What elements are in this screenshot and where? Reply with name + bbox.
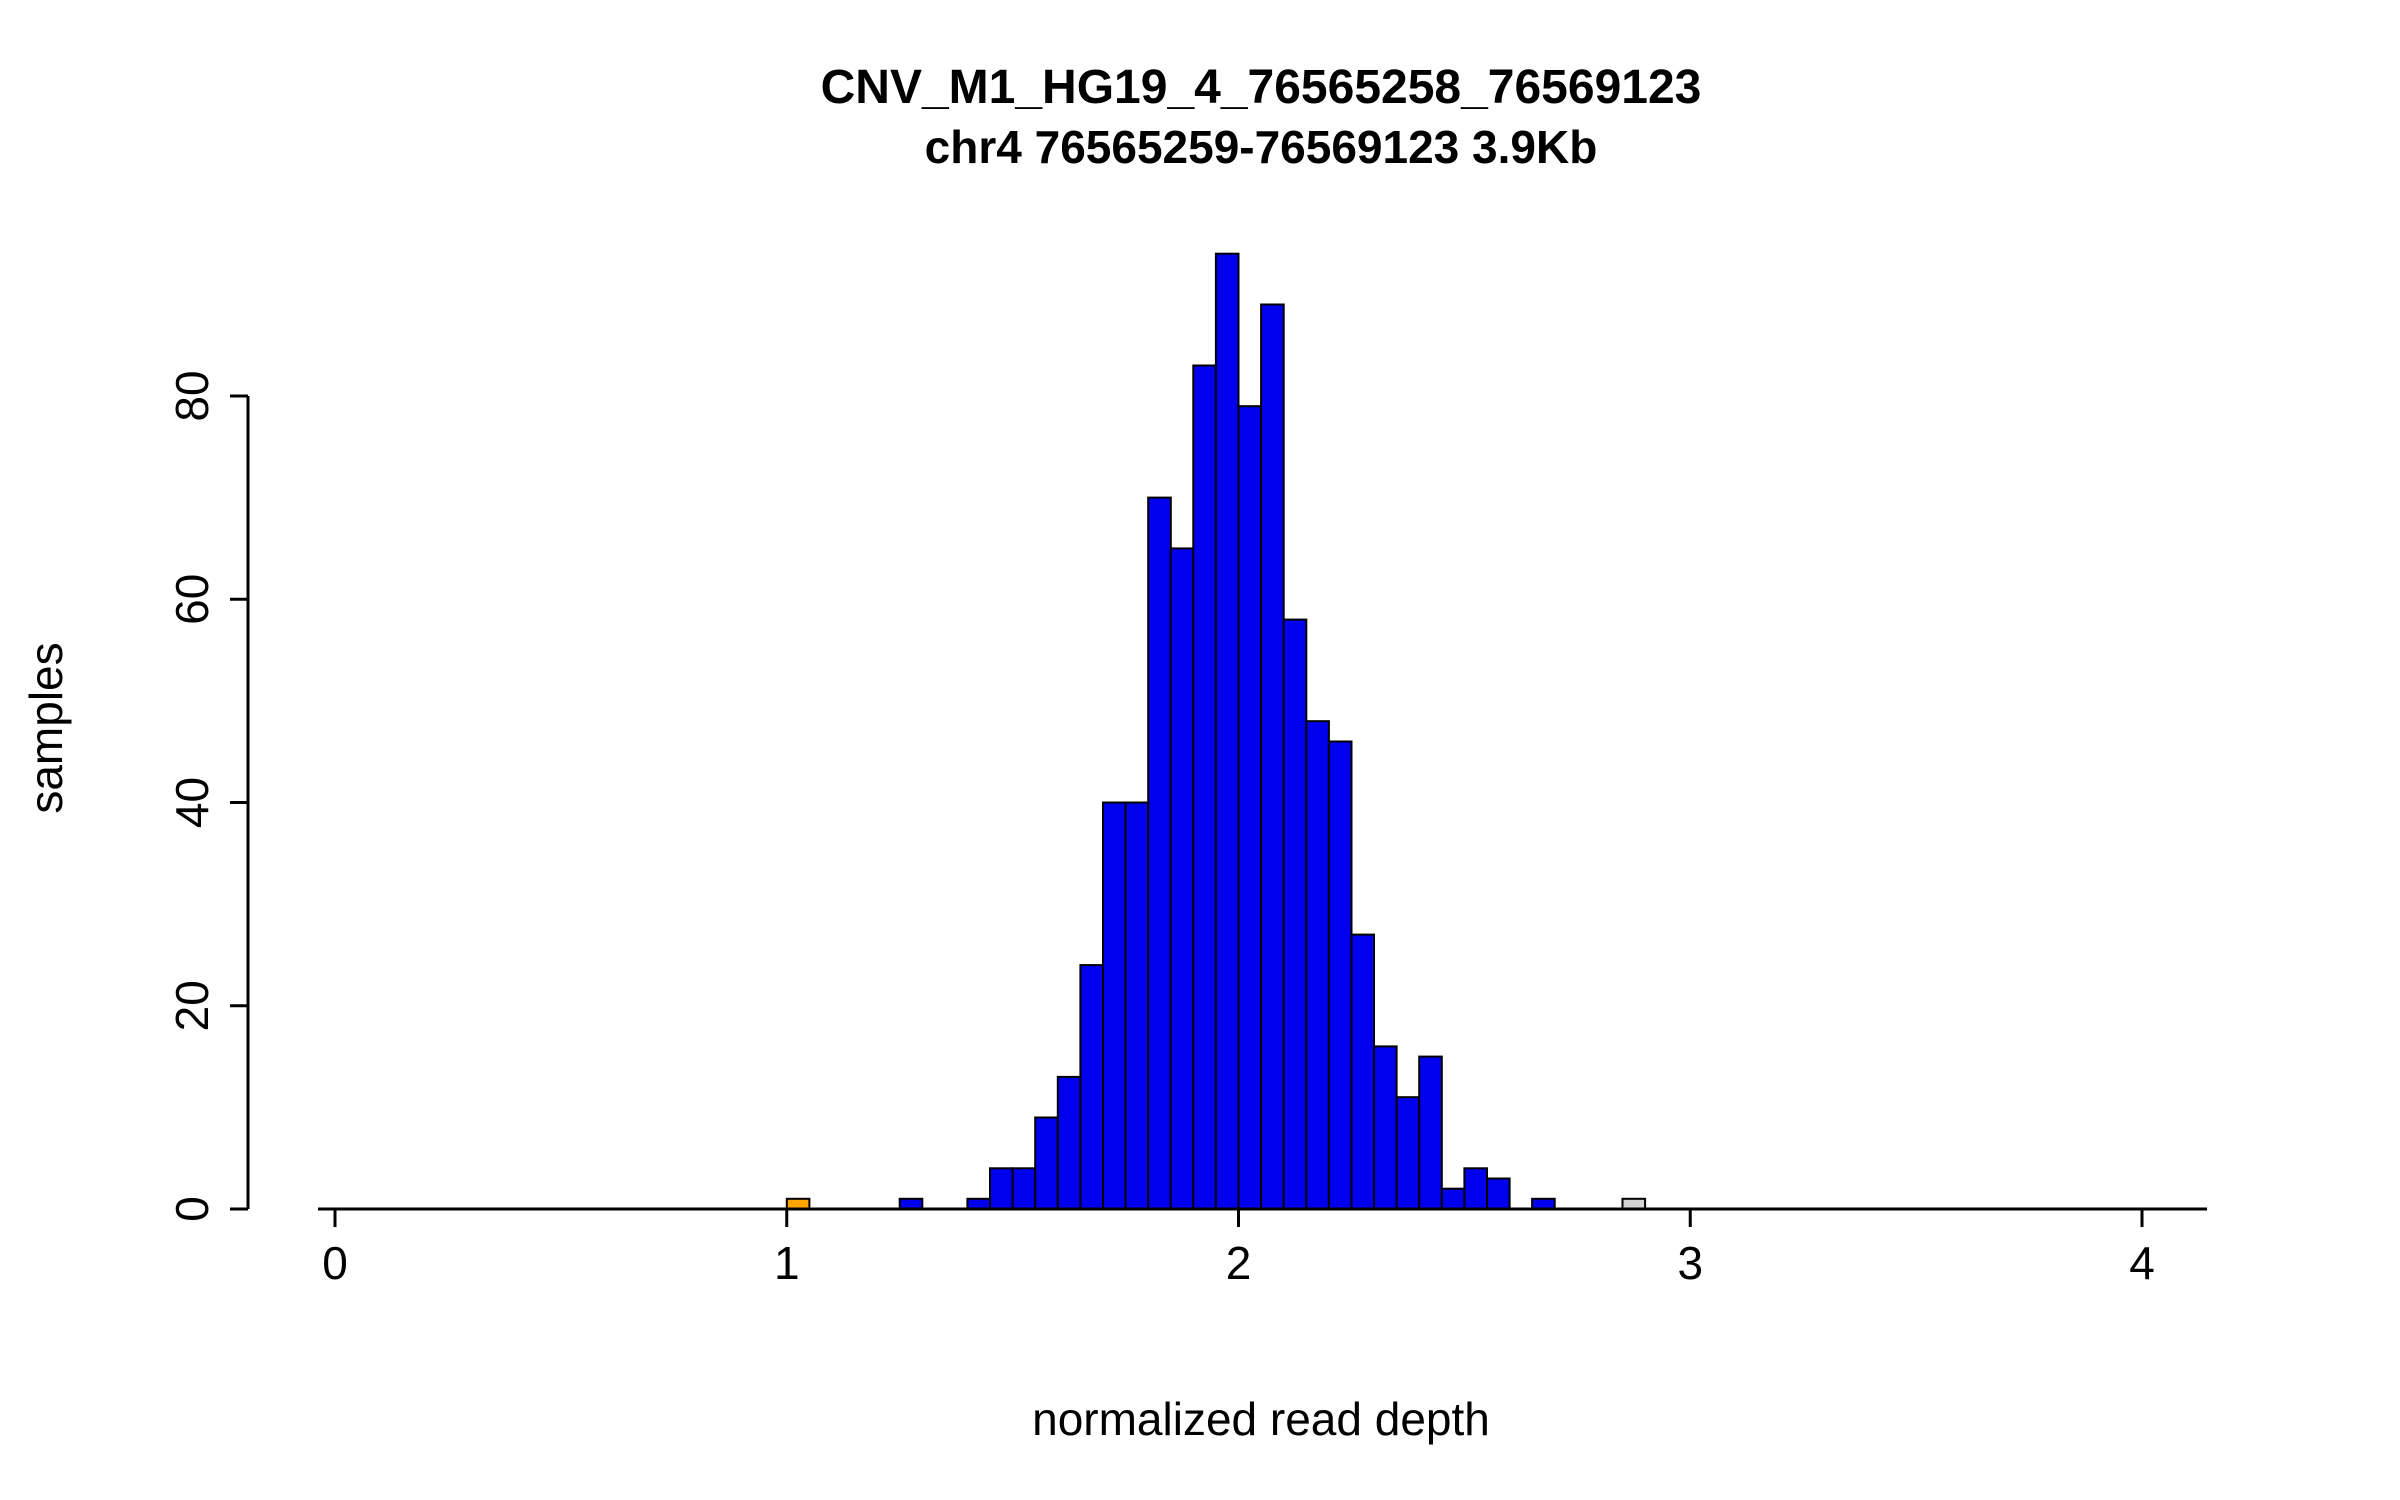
histogram-bar — [1486, 1177, 1511, 1210]
histogram-bar — [1056, 1075, 1082, 1211]
histogram-bar — [1192, 364, 1217, 1210]
histogram-bar — [1034, 1116, 1059, 1210]
histogram-bar — [1463, 1167, 1489, 1210]
x-tick-label: 3 — [1677, 1237, 1703, 1289]
histogram-bar — [1621, 1197, 1647, 1211]
histogram-bar — [966, 1197, 992, 1211]
histogram-bar — [1282, 618, 1308, 1210]
x-tick-label: 0 — [322, 1237, 348, 1289]
y-axis-label: samples — [20, 642, 72, 814]
chart-subtitle: chr4 76565259-76569123 3.9Kb — [924, 121, 1598, 173]
histogram-bar — [1305, 720, 1330, 1210]
histogram-bar — [1214, 252, 1240, 1210]
histogram-bar — [1079, 964, 1105, 1210]
histogram-bar — [898, 1197, 924, 1211]
histogram-bar — [1350, 933, 1376, 1210]
x-tick-label: 4 — [2129, 1237, 2155, 1289]
histogram-bar — [1169, 547, 1195, 1210]
histogram-bar — [1440, 1187, 1466, 1210]
histogram-bar — [1237, 405, 1263, 1210]
x-axis-label: normalized read depth — [1032, 1393, 1490, 1445]
y-tick-label: 60 — [166, 574, 218, 625]
y-tick-label: 80 — [166, 370, 218, 421]
histogram-bar — [1260, 303, 1285, 1210]
y-tick-label: 0 — [166, 1196, 218, 1222]
histogram-bar — [989, 1167, 1014, 1210]
histogram-bar — [1327, 740, 1353, 1210]
chart-title: CNV_M1_HG19_4_76565258_76569123 — [820, 61, 1702, 114]
y-tick-label: 20 — [166, 980, 218, 1031]
histogram-bar — [1373, 1045, 1398, 1211]
x-tick-label: 2 — [1226, 1237, 1252, 1289]
histogram-bar — [1124, 801, 1150, 1210]
histogram-bar — [1011, 1167, 1037, 1210]
histogram-bar — [1418, 1055, 1443, 1210]
histogram-bar — [785, 1197, 811, 1211]
histogram-bar — [1395, 1096, 1421, 1210]
histogram-bar — [1531, 1197, 1556, 1211]
x-tick-label: 1 — [774, 1237, 800, 1289]
histogram-bar — [1147, 496, 1172, 1211]
y-tick-label: 40 — [166, 777, 218, 828]
histogram-bar — [1102, 801, 1127, 1210]
